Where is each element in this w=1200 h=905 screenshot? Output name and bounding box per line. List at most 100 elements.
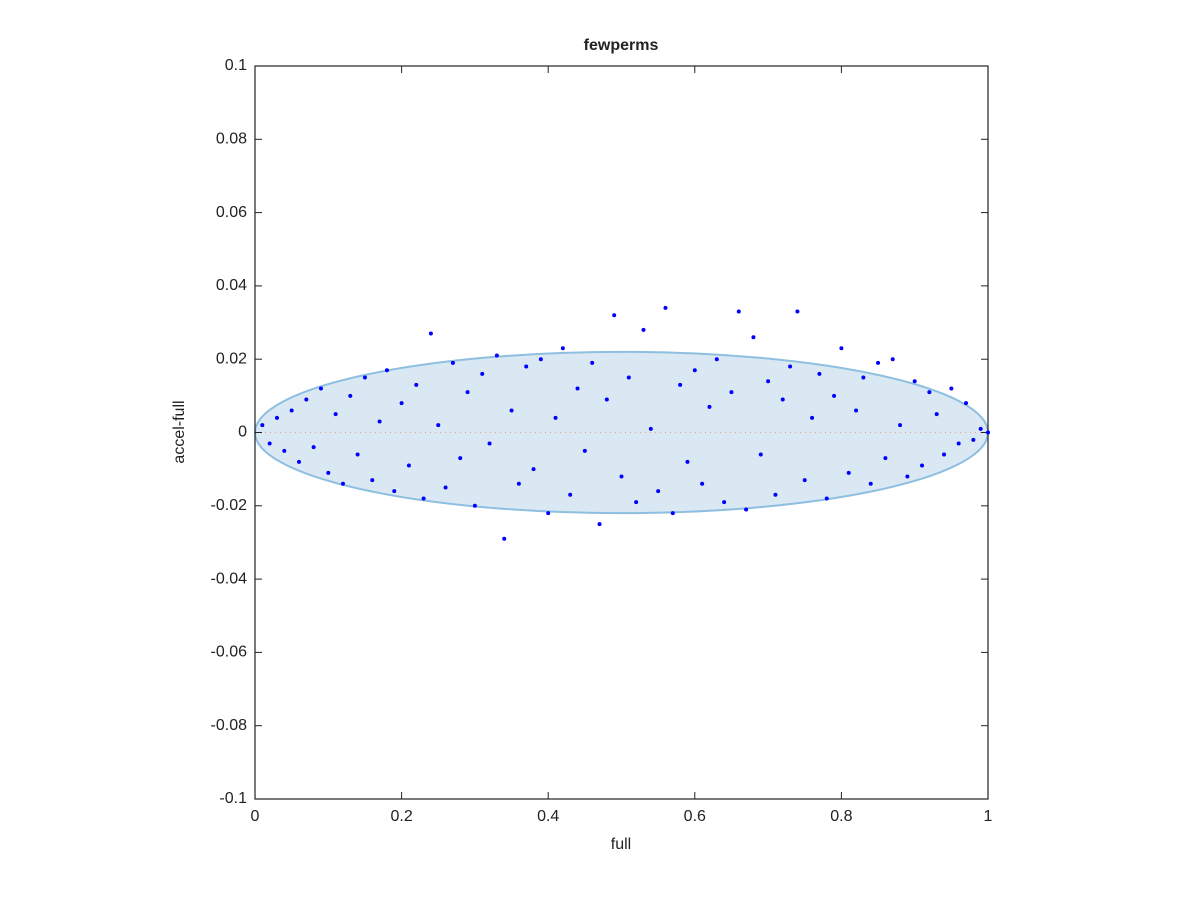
data-point (509, 408, 514, 413)
data-point (920, 463, 925, 468)
data-point (692, 368, 697, 373)
data-point (480, 371, 485, 376)
data-point (450, 360, 455, 365)
x-axis-label: full (611, 836, 631, 853)
data-point (846, 470, 851, 475)
data-point (560, 346, 565, 351)
data-point (780, 397, 785, 402)
data-point (986, 430, 990, 435)
data-point (810, 415, 815, 420)
data-point (296, 459, 301, 464)
data-point (348, 393, 353, 398)
data-point (978, 426, 983, 431)
data-point (333, 412, 338, 417)
data-point (751, 335, 756, 340)
data-point (942, 452, 947, 457)
data-point (861, 375, 866, 380)
data-point (260, 423, 265, 428)
data-point (876, 360, 881, 365)
data-point (377, 419, 382, 424)
data-point (648, 426, 653, 431)
y-tick-label: 0.08 (216, 131, 247, 148)
y-tick-label: -0.02 (211, 497, 248, 514)
data-point (854, 408, 859, 413)
data-point (641, 327, 646, 332)
data-point (934, 412, 939, 417)
data-point (729, 390, 734, 395)
data-point (340, 481, 345, 486)
data-point (604, 397, 609, 402)
data-point (406, 463, 411, 468)
data-point (773, 492, 778, 497)
data-point (722, 500, 727, 505)
data-point (964, 401, 969, 406)
chart-title: fewperms (584, 37, 659, 54)
x-tick-label: 0.6 (684, 808, 706, 825)
data-point (956, 441, 961, 446)
data-point (619, 474, 624, 479)
data-point (458, 456, 463, 461)
data-point (817, 371, 822, 376)
data-point (678, 382, 683, 387)
data-point (516, 481, 521, 486)
data-point (311, 445, 316, 450)
data-point (326, 470, 331, 475)
data-point (494, 353, 499, 358)
data-point (795, 309, 800, 314)
data-point (890, 357, 895, 362)
y-axis-label: accel-full (171, 400, 188, 463)
data-point (546, 511, 551, 516)
data-point (524, 364, 529, 369)
data-point (832, 393, 837, 398)
data-point (274, 415, 279, 420)
x-tick-label: 0 (251, 808, 260, 825)
data-point (428, 331, 433, 336)
data-point (502, 536, 507, 541)
x-tick-label: 0.2 (390, 808, 412, 825)
data-point (472, 503, 477, 508)
data-point (758, 452, 763, 457)
y-tick-label: 0 (238, 424, 247, 441)
data-point (370, 478, 375, 483)
data-point (971, 437, 976, 442)
y-tick-label: -0.06 (211, 644, 248, 661)
data-point (582, 448, 587, 453)
y-tick-label: 0.1 (225, 57, 247, 74)
data-point (304, 397, 309, 402)
y-tick-label: 0.02 (216, 350, 247, 367)
data-point (436, 423, 441, 428)
data-point (289, 408, 294, 413)
data-point (898, 423, 903, 428)
y-tick-label: -0.1 (219, 790, 247, 807)
data-point (531, 467, 536, 472)
x-tick-label: 0.4 (537, 808, 559, 825)
data-point (590, 360, 595, 365)
data-point (905, 474, 910, 479)
data-point (868, 481, 873, 486)
data-point (487, 441, 492, 446)
data-point (912, 379, 917, 384)
data-point (553, 415, 558, 420)
data-point (597, 522, 602, 527)
data-point (824, 496, 829, 501)
x-tick-label: 1 (984, 808, 993, 825)
data-point (663, 305, 668, 310)
data-point (443, 485, 448, 490)
data-point (736, 309, 741, 314)
data-point (318, 386, 323, 391)
data-point (670, 511, 675, 516)
data-point (714, 357, 719, 362)
data-point (362, 375, 367, 380)
data-point (414, 382, 419, 387)
data-point (612, 313, 617, 318)
data-point (421, 496, 426, 501)
x-tick-label: 0.8 (830, 808, 852, 825)
data-point (355, 452, 360, 457)
data-point (392, 489, 397, 494)
data-point (282, 448, 287, 453)
data-point (384, 368, 389, 373)
data-point (267, 441, 272, 446)
data-point (949, 386, 954, 391)
data-point (399, 401, 404, 406)
